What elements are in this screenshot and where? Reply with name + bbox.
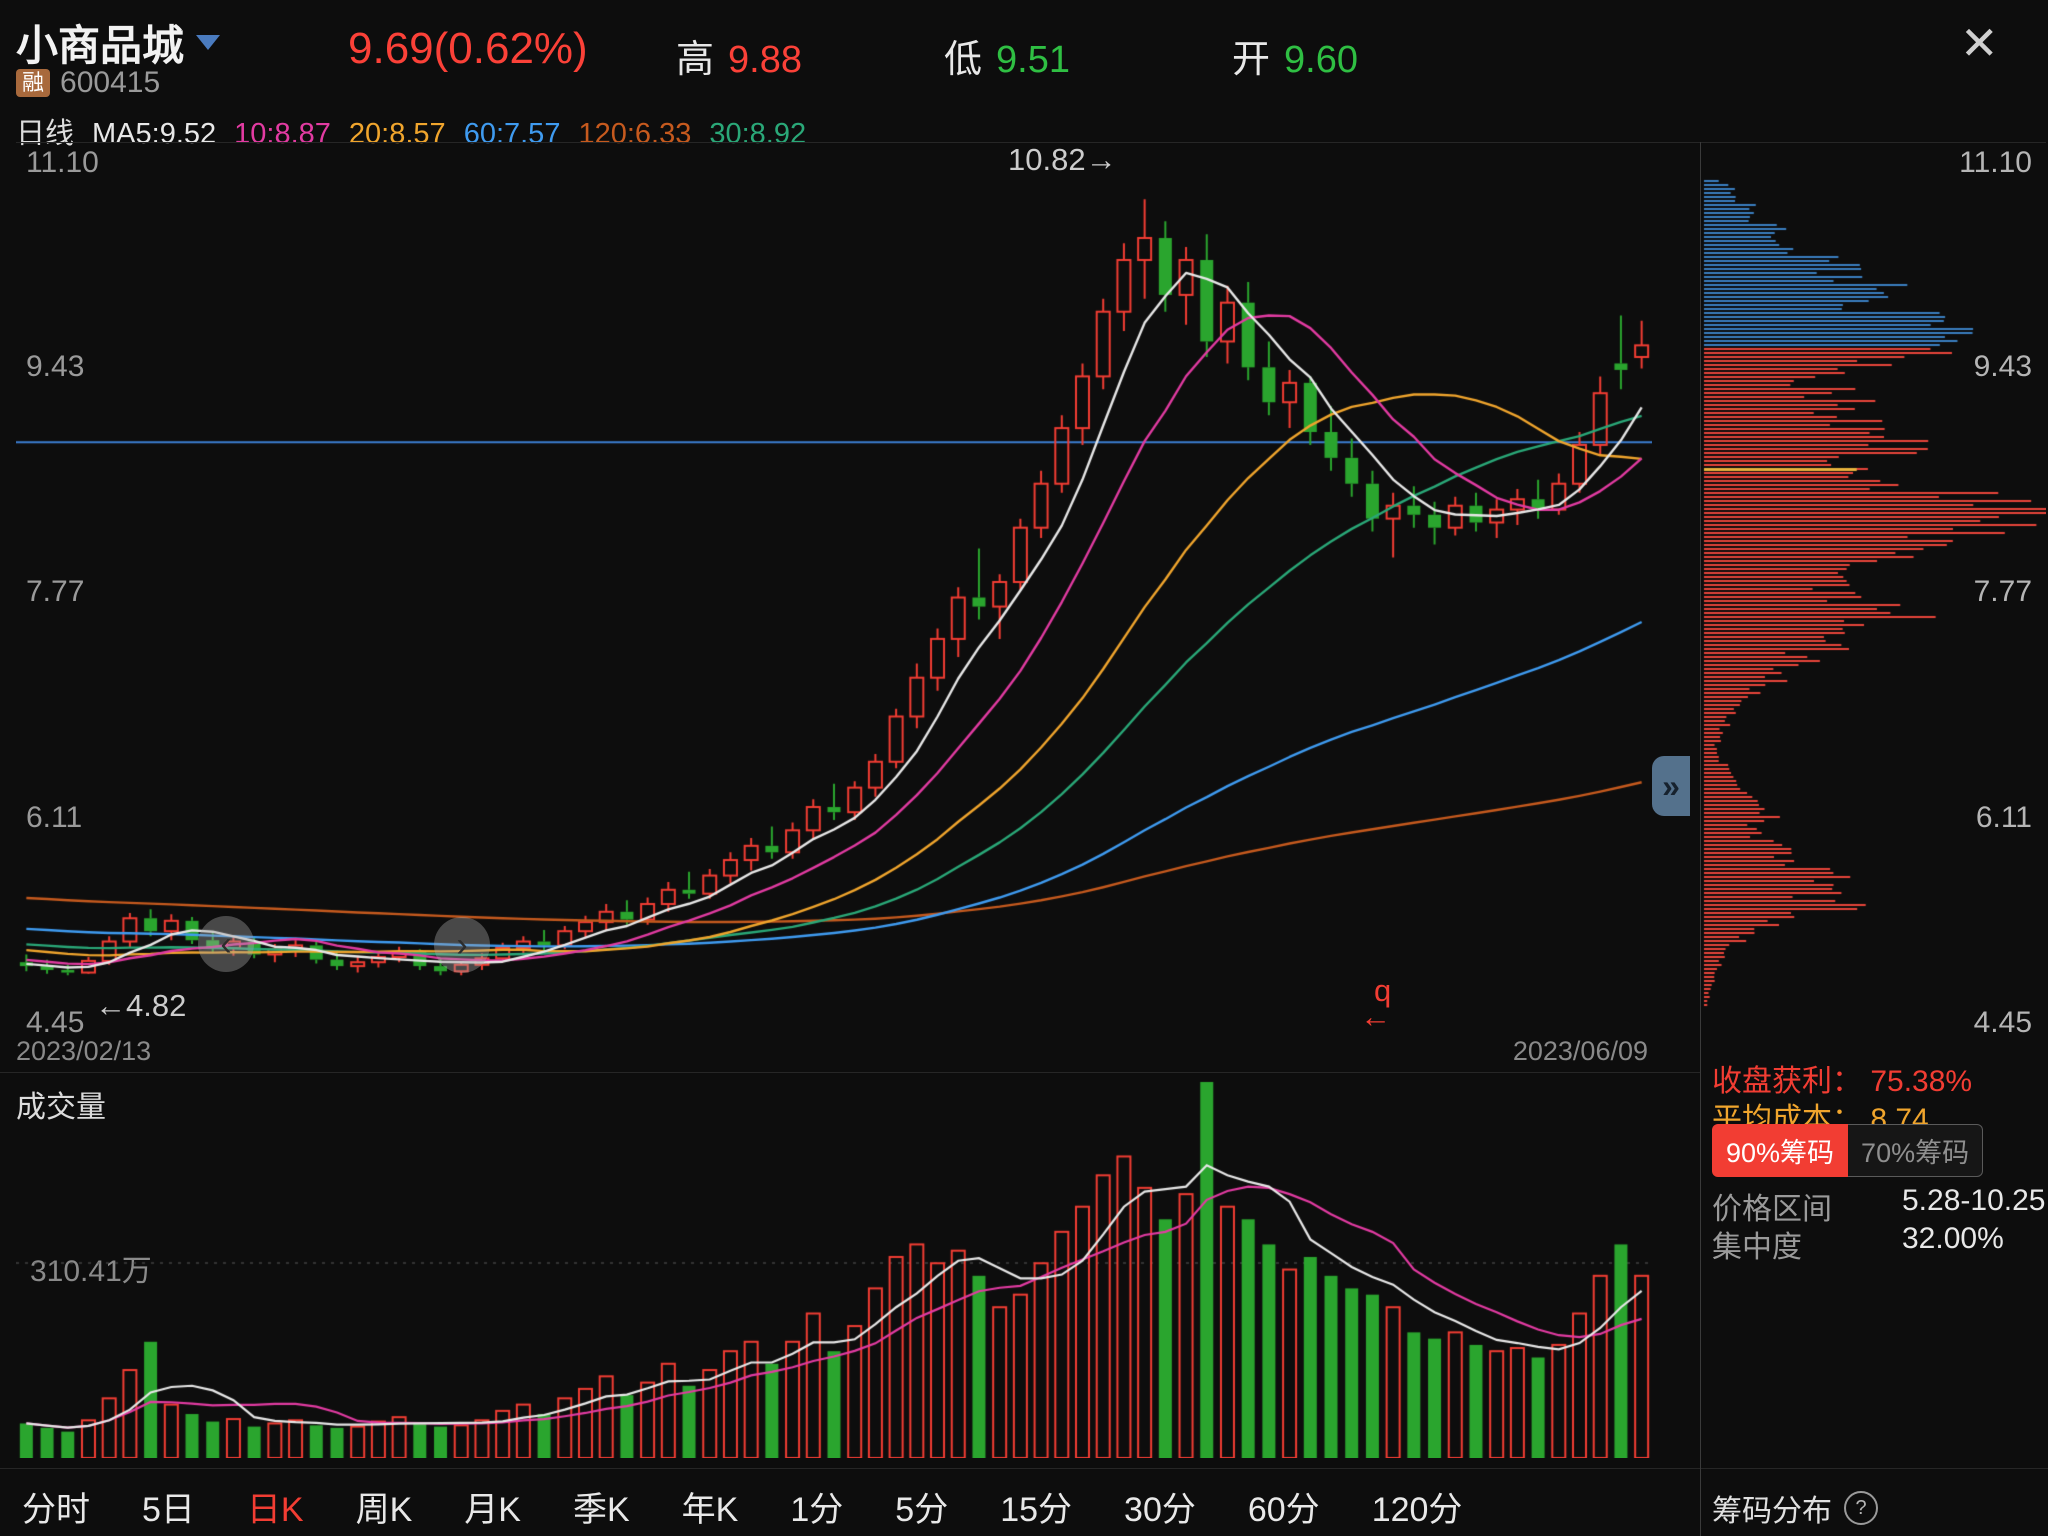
date-start-label: 2023/02/13 [16, 1036, 152, 1066]
chip-panel-footer: 筹码分布 ? [1712, 1486, 1878, 1530]
tab-5day[interactable]: 5日 [142, 1491, 195, 1529]
profit-ratio-row: 收盘获利： 75.38% [1712, 1056, 1972, 1100]
price-tick: 6.11 [26, 801, 83, 834]
tab-30min[interactable]: 30分 [1124, 1491, 1196, 1529]
chip-price-tick: 4.45 [1973, 1006, 2032, 1039]
tabbar-divider [0, 1468, 2048, 1469]
volume-pane-divider [0, 1072, 1700, 1073]
chip-price-tick: 7.77 [1973, 575, 2032, 608]
concentration-row: 集中度 32.00% [1712, 1222, 2004, 1266]
tab-weekly[interactable]: 周K [355, 1491, 413, 1529]
chip-70pct-button[interactable]: 70%筹码 [1848, 1124, 1984, 1177]
stock-title-dropdown[interactable]: 小商品城 [16, 12, 221, 73]
high-value: 9.88 [728, 39, 802, 81]
stock-title: 小商品城 [16, 22, 185, 69]
expand-panel-button[interactable]: » [1652, 756, 1690, 816]
help-icon[interactable]: ? [1844, 1491, 1878, 1525]
tab-monthly[interactable]: 月K [464, 1491, 521, 1529]
event-marker: q [1374, 973, 1392, 1008]
price-tick: 4.45 [26, 1006, 85, 1039]
price-tick: 11.10 [26, 146, 99, 179]
main-chart-canvas[interactable] [16, 142, 1652, 1030]
tab-daily[interactable]: 日K [247, 1482, 304, 1536]
period-tabbar: 分时 5日 日K 周K 月K 季K 年K 1分 5分 15分 30分 60分 1… [22, 1482, 1462, 1536]
tab-minute[interactable]: 分时 [22, 1491, 90, 1529]
profit-ratio-value: 75.38% [1870, 1065, 1973, 1098]
price-range-row: 价格区间 5.28-10.25 [1712, 1184, 2045, 1228]
high-group: 高 9.88 [676, 28, 802, 83]
nav-left-button[interactable]: ‹ [198, 916, 254, 972]
tab-1min[interactable]: 1分 [790, 1491, 844, 1529]
concentration-label: 集中度 [1712, 1231, 1802, 1264]
close-icon[interactable]: ✕ [1960, 17, 1999, 69]
chip-price-tick: 9.43 [1973, 350, 2032, 383]
event-marker-arrow-icon: ← [1360, 999, 1391, 1034]
high-label: 高 [676, 39, 715, 81]
concentration-value: 32.00% [1902, 1222, 2004, 1255]
tab-60min[interactable]: 60分 [1247, 1491, 1320, 1529]
chevron-left-icon: ‹ [220, 924, 232, 963]
chip-distribution-canvas [1702, 142, 2046, 1030]
low-group: 低 9.51 [944, 28, 1070, 83]
chip-footer-label: 筹码分布 [1712, 1495, 1832, 1528]
right-panel-divider [1700, 142, 1701, 1536]
volume-chart-canvas[interactable] [16, 1080, 1652, 1458]
low-label: 低 [944, 39, 983, 81]
tab-quarterly[interactable]: 季K [572, 1491, 630, 1529]
price-tick: 7.77 [26, 575, 85, 608]
tab-120min[interactable]: 120分 [1371, 1491, 1463, 1529]
period-low-annotation: ←4.82 [95, 988, 187, 1023]
price-tick: 9.43 [26, 350, 85, 383]
chip-price-tick: 6.11 [1975, 801, 2032, 834]
stock-code: 600415 [60, 66, 161, 99]
price-range-label: 价格区间 [1712, 1193, 1832, 1226]
chevron-down-icon [196, 35, 221, 50]
last-price-change: 9.69(0.62%) [348, 24, 588, 73]
chip-range-toggle: 90%筹码 70%筹码 [1712, 1124, 1984, 1177]
open-group: 开 9.60 [1232, 28, 1358, 83]
profit-ratio-label: 收盘获利： [1712, 1065, 1862, 1098]
margin-badge: 融 [16, 69, 51, 97]
chip-90pct-button[interactable]: 90%筹码 [1712, 1124, 1849, 1177]
tab-yearly[interactable]: 年K [681, 1491, 739, 1529]
stock-code-row: 融 600415 [16, 66, 160, 100]
double-chevron-icon: » [1662, 767, 1680, 804]
open-label: 开 [1232, 39, 1271, 81]
chevron-right-icon: › [456, 925, 468, 964]
price-range-value: 5.28-10.25 [1902, 1184, 2046, 1217]
date-end-label: 2023/06/09 [1512, 1036, 1648, 1066]
open-value: 9.60 [1284, 39, 1358, 81]
nav-right-button[interactable]: › [434, 917, 490, 973]
period-high-annotation: 10.82→ [1008, 142, 1117, 177]
chip-price-tick: 11.10 [1959, 146, 2032, 179]
tab-5min[interactable]: 5分 [895, 1491, 949, 1529]
low-value: 9.51 [996, 39, 1070, 81]
tab-15min[interactable]: 15分 [1000, 1491, 1073, 1529]
